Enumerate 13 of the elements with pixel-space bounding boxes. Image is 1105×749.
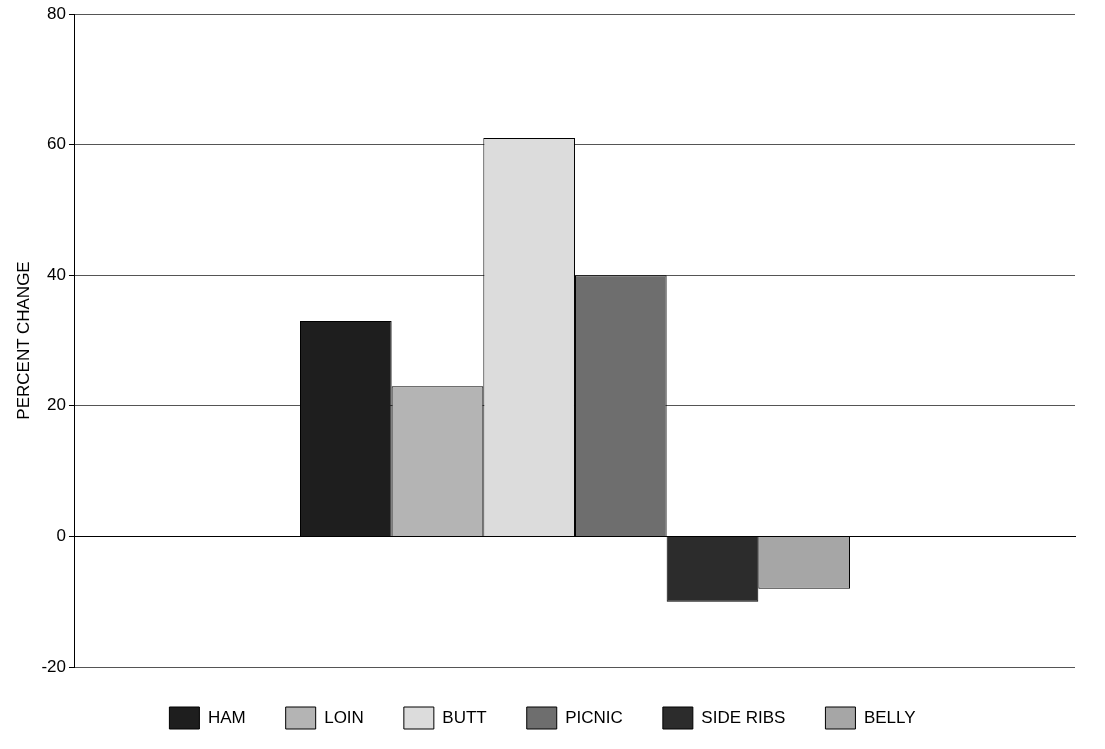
legend-label: BELLY (863, 707, 916, 727)
legend-label: PICNIC (565, 707, 623, 727)
legend-label: HAM (207, 707, 246, 727)
y-tick-label: 80 (47, 3, 66, 23)
legend-label: SIDE RIBS (701, 707, 786, 727)
y-tick-label: 60 (47, 134, 66, 154)
legend-label: LOIN (324, 707, 364, 727)
legend-label: BUTT (442, 707, 487, 727)
y-tick-label: -20 (41, 656, 66, 676)
y-axis-title: PERCENT CHANGE (13, 261, 33, 420)
y-tick-label: 40 (47, 264, 66, 284)
y-tick-label: 0 (56, 526, 66, 546)
y-tick-label: 20 (47, 395, 66, 415)
